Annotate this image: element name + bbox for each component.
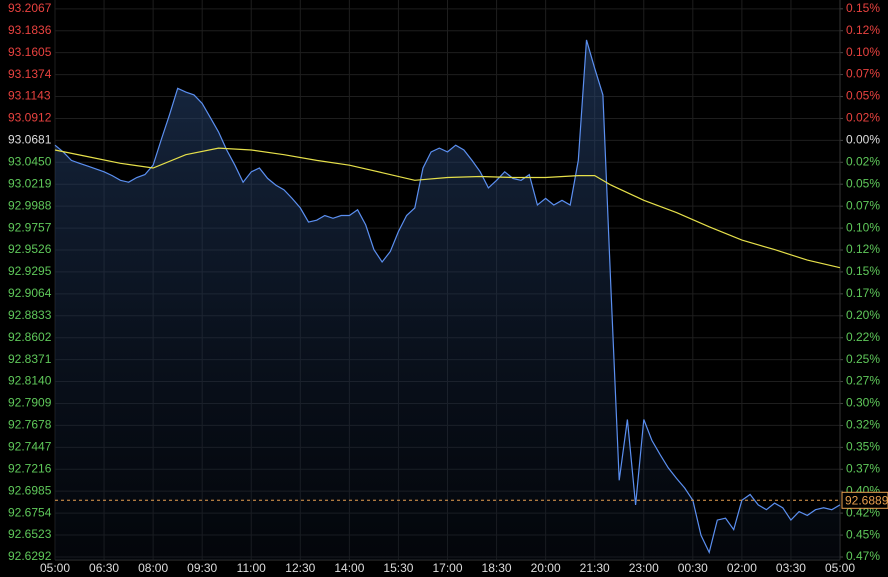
y2-tick-label: 0.00% (846, 133, 880, 147)
y-tick-label: 92.8140 (8, 374, 52, 388)
x-tick-label: 08:00 (138, 561, 168, 575)
y2-tick-label: 0.47% (846, 549, 880, 563)
y-tick-label: 92.9064 (8, 286, 52, 300)
price-area (55, 39, 840, 560)
y-tick-label: 92.7447 (8, 440, 52, 454)
average-line (54, 147, 841, 269)
y-tick-label: 92.7678 (8, 418, 52, 432)
y-tick-label: 92.9757 (8, 220, 52, 234)
y2-tick-label: 0.27% (846, 374, 880, 388)
y2-tick-label: 0.45% (846, 527, 880, 541)
x-tick-label: 05:00 (40, 561, 70, 575)
y-tick-label: 93.0681 (8, 133, 52, 147)
y-tick-label: 93.0912 (8, 111, 52, 125)
y-tick-label: 92.9295 (8, 264, 52, 278)
y2-tick-label: 0.37% (846, 461, 880, 475)
y-tick-label: 93.1143 (8, 89, 51, 103)
y2-tick-label: 0.12% (846, 23, 880, 37)
y2-tick-label: 0.07% (846, 198, 880, 212)
y2-tick-label: 0.10% (846, 45, 880, 59)
y-tick-label: 92.6292 (8, 549, 52, 563)
y2-tick-label: 0.12% (846, 242, 880, 256)
x-tick-label: 09:30 (187, 561, 217, 575)
y-tick-label: 92.6523 (8, 527, 52, 541)
x-tick-label: 18:30 (482, 561, 512, 575)
y-tick-label: 93.0219 (8, 176, 52, 190)
y-tick-label: 92.6754 (8, 505, 52, 519)
y-tick-label: 92.7216 (8, 461, 52, 475)
y2-tick-label: 0.30% (846, 396, 880, 410)
last-price-box (841, 491, 888, 509)
y2-tick-label: 0.02% (846, 111, 880, 125)
x-tick-label: 05:00 (825, 561, 855, 575)
y2-tick-label: 0.17% (846, 286, 880, 300)
y-tick-label: 93.1605 (8, 45, 52, 59)
x-tick-label: 21:30 (580, 561, 610, 575)
y2-tick-label: 0.35% (846, 440, 880, 454)
x-tick-label: 23:00 (629, 561, 659, 575)
y2-tick-label: 0.05% (846, 89, 880, 103)
y-tick-label: 92.9526 (8, 242, 52, 256)
y-tick-label: 92.8371 (8, 352, 52, 366)
y-tick-label: 93.1836 (8, 23, 52, 37)
y2-tick-label: 0.15% (846, 264, 880, 278)
y-tick-label: 93.0450 (8, 154, 52, 168)
y2-tick-label: 0.07% (846, 67, 880, 81)
x-tick-label: 15:30 (383, 561, 413, 575)
x-tick-label: 20:00 (531, 561, 561, 575)
y-tick-label: 92.8833 (8, 308, 52, 322)
y2-tick-label: 0.22% (846, 330, 880, 344)
y2-tick-label: 0.10% (846, 220, 880, 234)
y2-tick-label: 0.15% (846, 1, 880, 15)
price-line (54, 39, 841, 555)
y-tick-label: 92.9988 (8, 198, 52, 212)
y-tick-label: 93.2067 (8, 1, 52, 15)
x-tick-label: 12:30 (285, 561, 315, 575)
y2-tick-label: 0.05% (846, 176, 880, 190)
x-tick-label: 00:30 (678, 561, 708, 575)
y2-tick-label: 0.20% (846, 308, 880, 322)
y-tick-label: 93.1374 (8, 67, 52, 81)
y2-tick-label: 0.32% (846, 418, 880, 432)
y2-tick-label: 0.25% (846, 352, 880, 366)
x-tick-label: 03:30 (776, 561, 806, 575)
x-tick-label: 06:30 (89, 561, 119, 575)
y-tick-label: 92.8602 (8, 330, 52, 344)
x-tick-label: 14:00 (334, 561, 364, 575)
y2-tick-label: 0.02% (846, 154, 880, 168)
x-tick-label: 17:00 (432, 561, 462, 575)
y-tick-label: 92.7909 (8, 396, 52, 410)
x-tick-label: 02:00 (727, 561, 757, 575)
y-tick-label: 92.6985 (8, 483, 52, 497)
x-tick-label: 11:00 (237, 561, 266, 575)
last-price-label: 92.6889 (845, 493, 888, 507)
